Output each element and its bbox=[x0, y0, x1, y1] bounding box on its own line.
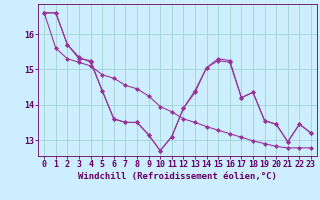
X-axis label: Windchill (Refroidissement éolien,°C): Windchill (Refroidissement éolien,°C) bbox=[78, 172, 277, 181]
